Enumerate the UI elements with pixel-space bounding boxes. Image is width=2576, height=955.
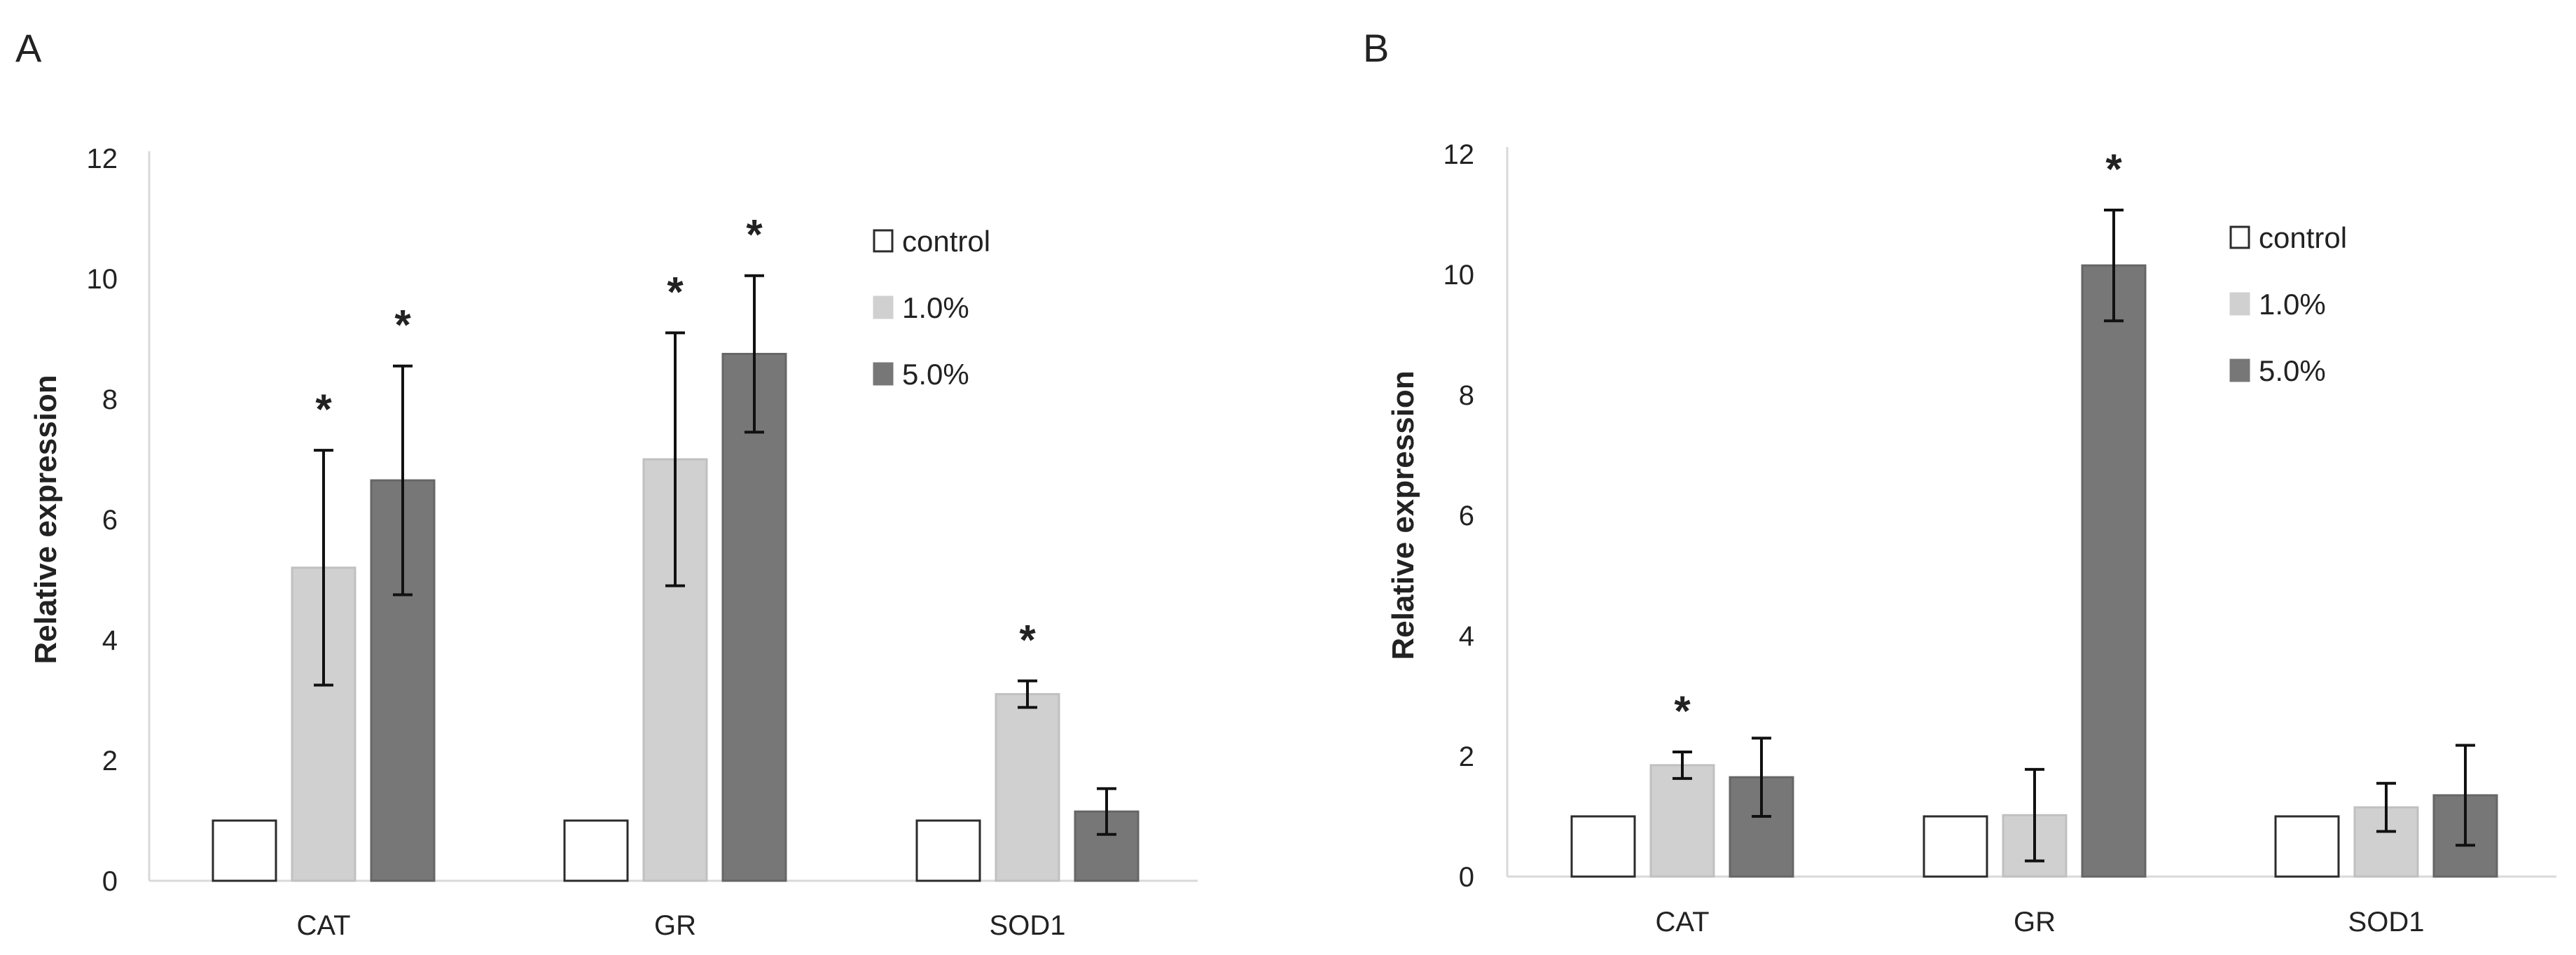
legend-swatch (873, 229, 894, 253)
bar (995, 692, 1060, 882)
bar (563, 819, 629, 882)
bar (212, 819, 277, 882)
x-category-label: CAT (296, 910, 350, 941)
bar (1649, 764, 1715, 878)
legend-label: 1.0% (902, 291, 969, 324)
y-axis-label: Relative expression (1386, 370, 1420, 660)
significance-mark: * (746, 211, 763, 258)
legend-swatch (2229, 292, 2250, 316)
x-category-label: SOD1 (2348, 907, 2425, 937)
significance-mark: * (394, 302, 411, 349)
bar (2081, 264, 2147, 878)
panel-label-b: B (1363, 26, 1389, 70)
legend-swatch (873, 295, 894, 319)
bar (721, 353, 787, 882)
y-tick-label: 10 (1443, 260, 1475, 291)
panel-label-a: A (15, 26, 42, 70)
y-tick-label: 0 (1459, 862, 1474, 893)
legend-label: 1.0% (2259, 288, 2326, 321)
bar (642, 458, 708, 882)
y-tick-label: 0 (102, 866, 118, 897)
bar (1923, 815, 1988, 878)
chart-a: 0 2 4 6 8 10 12 Relative expression CAT GR SOD1 * * *… (29, 144, 1198, 941)
y-tick-label: 2 (1459, 741, 1474, 772)
significance-mark: * (667, 268, 684, 315)
y-axis-label: Relative expression (29, 375, 63, 664)
y-tick-label: 4 (102, 625, 118, 656)
panel-a: A 0 2 4 6 8 10 12 Relative expression CAT GR SOD1 *… (15, 26, 1198, 941)
bar (2274, 815, 2340, 878)
y-tick-label: 10 (87, 264, 118, 295)
y-tick-label: 4 (1459, 621, 1474, 652)
x-category-label: GR (2014, 907, 2056, 937)
bar (2353, 806, 2419, 878)
bar (1570, 815, 1636, 878)
legend-swatch (2229, 225, 2250, 249)
y-tick-label: 6 (1459, 501, 1474, 531)
legend-label: 5.0% (2259, 354, 2326, 387)
x-category-label: GR (654, 910, 696, 941)
significance-mark: * (1674, 688, 1691, 734)
y-tick-label: 12 (1443, 139, 1475, 170)
chart-b: 0 2 4 6 8 10 12 Relative expression CAT GR SOD1 * * c… (1386, 139, 2556, 937)
legend-swatch (873, 362, 894, 386)
y-tick-label: 2 (102, 746, 118, 776)
significance-mark: * (1019, 616, 1036, 663)
panel-b: B 0 2 4 6 8 10 12 Relative expression CAT GR SOD1 *… (1363, 26, 2556, 937)
y-tick-label: 6 (102, 505, 118, 536)
legend-label: 5.0% (902, 358, 969, 391)
y-tick-label: 8 (102, 384, 118, 415)
y-tick-label: 8 (1459, 380, 1474, 411)
legend-label: control (2259, 221, 2347, 254)
y-tick-label: 12 (87, 144, 118, 174)
legend-label: control (902, 225, 990, 258)
x-category-label: SOD1 (990, 910, 1066, 941)
significance-mark: * (2105, 146, 2122, 193)
x-category-label: CAT (1655, 907, 1709, 937)
bar (915, 819, 981, 882)
legend-swatch (2229, 358, 2250, 382)
significance-mark: * (315, 386, 332, 433)
